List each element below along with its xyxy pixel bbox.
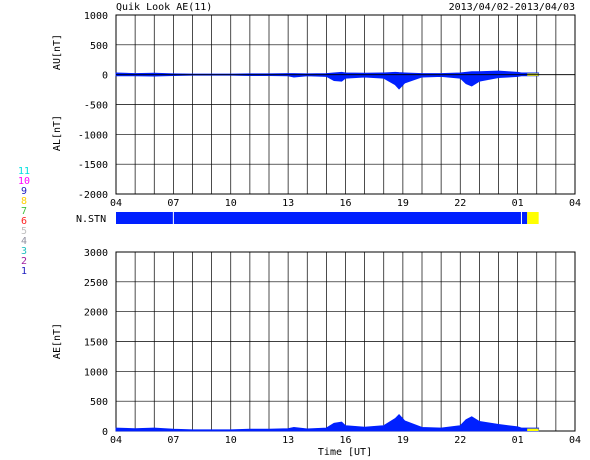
- x-tick-label: 13: [282, 198, 294, 209]
- y-tick-label: 1500: [84, 338, 108, 349]
- x-tick-label: 07: [167, 198, 179, 209]
- y-tick-label: -2000: [78, 190, 108, 201]
- x-tick-label: 04: [569, 435, 581, 446]
- station-legend-label: 5: [21, 226, 27, 237]
- x-tick-label: 04: [110, 435, 122, 446]
- y-tick-label: 3000: [84, 248, 108, 259]
- recent-data-segment: [527, 428, 539, 431]
- y-tick-label: 500: [90, 397, 108, 408]
- x-tick-label: 10: [225, 198, 237, 209]
- nstn-segment: [116, 212, 522, 224]
- nstn-panel: N.STN: [76, 212, 539, 225]
- y-tick-label: -1500: [78, 160, 108, 171]
- y-axis-label-al: AL[nT]: [52, 115, 63, 151]
- x-tick-label: 22: [454, 435, 466, 446]
- x-tick-label: 07: [167, 435, 179, 446]
- station-legend-label: 11: [18, 166, 30, 177]
- nstn-label: N.STN: [76, 214, 106, 225]
- x-tick-label: 19: [397, 435, 409, 446]
- y-tick-label: 0: [102, 71, 108, 82]
- x-tick-label: 01: [512, 198, 524, 209]
- x-tick-label: 01: [512, 435, 524, 446]
- station-legend-label: 1: [21, 266, 27, 277]
- series-ae-area: [115, 414, 540, 432]
- date-range: 2013/04/02-2013/04/03: [449, 2, 575, 13]
- x-tick-label: 16: [339, 435, 351, 446]
- y-tick-label: 500: [90, 41, 108, 52]
- station-legend-label: 2: [21, 256, 27, 267]
- x-tick-label: 13: [282, 435, 294, 446]
- y-tick-label: -1000: [78, 130, 108, 141]
- nstn-segment: [527, 212, 539, 224]
- station-legend-label: 4: [21, 236, 27, 247]
- station-legend-label: 7: [21, 206, 27, 217]
- x-tick-label: 19: [397, 198, 409, 209]
- station-legend-label: 3: [21, 246, 27, 257]
- x-tick-label: 10: [225, 435, 237, 446]
- y-tick-label: 1000: [84, 367, 108, 378]
- y-tick-label: -500: [84, 101, 108, 112]
- station-legend-label: 10: [18, 176, 30, 187]
- series-au-area: [115, 70, 540, 76]
- station-legend-label: 8: [21, 196, 27, 207]
- station-legend-label: 6: [21, 216, 27, 227]
- x-tick-label: 04: [110, 198, 122, 209]
- x-tick-label: 04: [569, 198, 581, 209]
- y-axis-label-au: AU[nT]: [52, 34, 63, 70]
- nstn-segment: [521, 212, 528, 224]
- x-axis-label: Time [UT]: [318, 447, 372, 458]
- y-tick-label: 2500: [84, 278, 108, 289]
- y-tick-label: 2000: [84, 308, 108, 319]
- x-tick-label: 16: [339, 198, 351, 209]
- y-axis-label-ae: AE[nT]: [52, 323, 63, 359]
- station-legend-label: 9: [21, 186, 27, 197]
- chart-title: Quik Look AE(11): [116, 2, 212, 13]
- series-al-area: [115, 74, 540, 90]
- y-tick-label: 1000: [84, 11, 108, 22]
- y-tick-label: 0: [102, 427, 108, 438]
- x-tick-label: 22: [454, 198, 466, 209]
